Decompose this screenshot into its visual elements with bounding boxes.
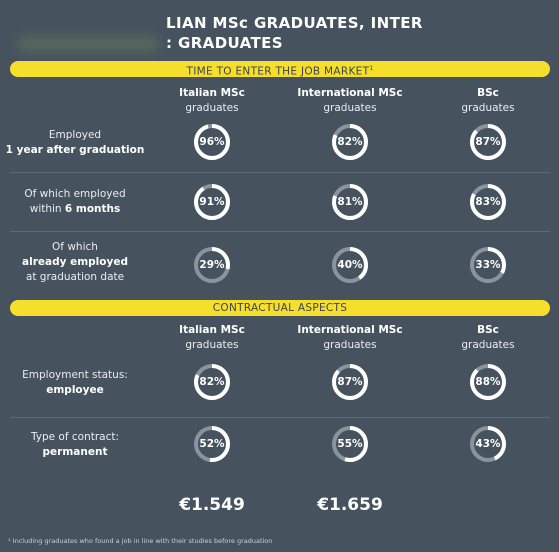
header-graphic bbox=[18, 36, 158, 52]
salary-international-msc: €1.659 bbox=[317, 495, 383, 515]
ring-fill bbox=[194, 426, 230, 462]
footnote: ¹ Including graduates who found a job in… bbox=[8, 537, 273, 545]
ring-fill bbox=[332, 247, 368, 283]
percent-ring: 29% bbox=[192, 245, 232, 285]
ring-fill bbox=[194, 364, 230, 400]
ring-fill bbox=[332, 426, 368, 462]
row-label-within-6-months: Of which employed within 6 months bbox=[24, 188, 126, 215]
column-header-bold: Italian MSc bbox=[179, 324, 245, 336]
percent-ring: 87% bbox=[468, 122, 508, 162]
column-header-international-msc: International MSc graduates bbox=[285, 86, 415, 116]
ring-fill bbox=[194, 124, 230, 160]
percent-ring: 40% bbox=[330, 245, 370, 285]
column-header-sub: graduates bbox=[461, 102, 515, 114]
band-label: CONTRACTUAL ASPECTS bbox=[212, 302, 348, 314]
row-divider bbox=[10, 417, 550, 418]
column-header-bsc: BSc graduates bbox=[423, 86, 553, 116]
column-header-italian-msc: Italian MSc graduates bbox=[147, 323, 277, 353]
percent-ring: 82% bbox=[330, 122, 370, 162]
column-header-sub: graduates bbox=[185, 102, 239, 114]
ring-fill bbox=[470, 426, 506, 462]
column-header-sub: graduates bbox=[323, 339, 377, 351]
ring-fill bbox=[470, 124, 506, 160]
column-header-international-msc: International MSc graduates bbox=[285, 323, 415, 353]
row-label-employed-1yr: Employed 1 year after graduation bbox=[5, 129, 145, 156]
row-divider bbox=[10, 231, 550, 232]
percent-ring: 81% bbox=[330, 182, 370, 222]
percent-ring: 91% bbox=[192, 182, 232, 222]
column-header-bold: BSc bbox=[477, 324, 499, 336]
percent-ring: 55% bbox=[330, 424, 370, 464]
footnote-mark: 1 bbox=[369, 65, 374, 72]
percent-ring: 33% bbox=[468, 245, 508, 285]
ring-fill bbox=[332, 364, 368, 400]
column-header-sub: graduates bbox=[461, 339, 515, 351]
page-title-line1: LIAN MSc GRADUATES, INTER bbox=[166, 14, 423, 32]
column-header-bsc: BSc graduates bbox=[423, 323, 553, 353]
row-divider bbox=[10, 172, 550, 173]
column-header-bold: Italian MSc bbox=[179, 87, 245, 99]
percent-ring: 52% bbox=[192, 424, 232, 464]
band-label: TIME TO ENTER THE JOB MARKET bbox=[186, 65, 370, 78]
salary-italian-msc: €1.549 bbox=[179, 495, 245, 515]
column-header-bold: International MSc bbox=[297, 324, 403, 336]
column-header-sub: graduates bbox=[185, 339, 239, 351]
ring-fill bbox=[332, 124, 368, 160]
percent-ring: 83% bbox=[468, 182, 508, 222]
ring-fill bbox=[332, 184, 368, 220]
percent-ring: 96% bbox=[192, 122, 232, 162]
ring-fill bbox=[470, 184, 506, 220]
section-band-contractual: CONTRACTUAL ASPECTS bbox=[10, 300, 550, 316]
row-label-employment-status: Employment status: employee bbox=[22, 369, 128, 396]
section-band-job-market: TIME TO ENTER THE JOB MARKET1 bbox=[10, 61, 550, 78]
percent-ring: 82% bbox=[192, 362, 232, 402]
column-header-bold: BSc bbox=[477, 87, 499, 99]
row-label-type-of-contract: Type of contract: permanent bbox=[30, 431, 120, 458]
page-title-line2: : GRADUATES bbox=[166, 34, 283, 52]
percent-ring: 43% bbox=[468, 424, 508, 464]
ring-fill bbox=[194, 184, 230, 220]
row-label-employed-at-graduation: Of which already employed at graduation … bbox=[22, 241, 128, 283]
ring-fill bbox=[194, 247, 230, 283]
percent-ring: 87% bbox=[330, 362, 370, 402]
ring-fill bbox=[470, 247, 506, 283]
column-header-sub: graduates bbox=[323, 102, 377, 114]
column-header-italian-msc: Italian MSc graduates bbox=[147, 86, 277, 116]
percent-ring: 88% bbox=[468, 362, 508, 402]
ring-fill bbox=[470, 364, 506, 400]
column-header-bold: International MSc bbox=[297, 87, 403, 99]
